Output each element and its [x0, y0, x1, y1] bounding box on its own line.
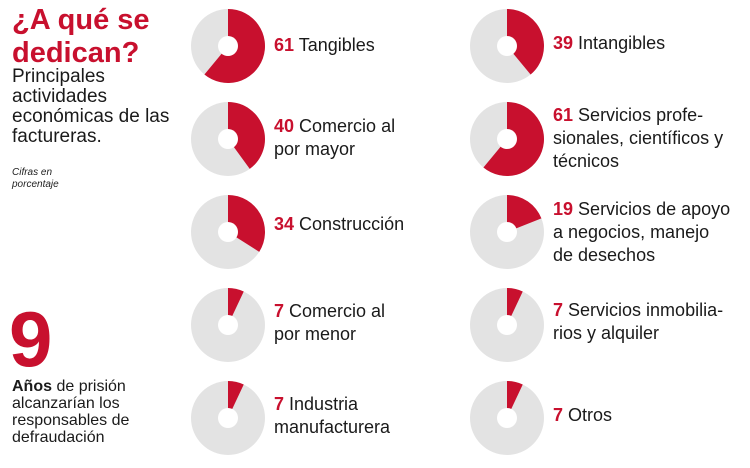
pie-category: Tangibles: [298, 35, 375, 55]
pie-chart: [191, 102, 265, 176]
pie-slice: [507, 288, 523, 325]
pie-label: 61 Servicios profe-sionales, científicos…: [553, 104, 733, 173]
pie-value: 40: [274, 116, 295, 136]
pie-value: 7: [553, 300, 564, 320]
pie-value: 7: [274, 301, 285, 321]
pie-hole: [497, 222, 517, 242]
pie-slice: [228, 381, 244, 418]
pie-label: 40 Comercio al por mayor: [274, 115, 424, 161]
pie-hole: [218, 129, 238, 149]
pie-slice: [507, 381, 523, 418]
pie-label: 7 Otros: [553, 404, 733, 427]
pie-label: 7 Industria manufacturera: [274, 393, 414, 439]
fact-number: 9: [9, 295, 53, 383]
pie-category: Servicios de apoyo a negocios, manejo de…: [553, 199, 731, 265]
pie-value: 7: [274, 394, 285, 414]
pie-category: Comercio al por menor: [274, 301, 386, 344]
pie-category: Servicios inmobilia-rios y alquiler: [553, 300, 724, 343]
pie-value: 19: [553, 199, 574, 219]
pie-slice: [507, 9, 544, 75]
pie-label: 7 Comercio al por menor: [274, 300, 404, 346]
pie-value: 39: [553, 33, 574, 53]
pie-category: Otros: [568, 405, 613, 425]
pie-hole: [218, 408, 238, 428]
pie-chart: [191, 288, 265, 362]
pie-hole: [218, 315, 238, 335]
pie-hole: [497, 315, 517, 335]
pie-slice: [228, 102, 265, 169]
pie-category: Intangibles: [578, 33, 666, 53]
pie-hole: [497, 408, 517, 428]
pie-category: Construcción: [299, 214, 405, 234]
pie-chart: [191, 9, 266, 83]
pie-chart: [470, 9, 544, 83]
pie-slice: [228, 288, 244, 325]
pie-label: 7 Servicios inmobilia-rios y alquiler: [553, 299, 733, 345]
pie-label: 19 Servicios de apoyo a negocios, manejo…: [553, 198, 733, 267]
pie-chart: [191, 195, 266, 269]
fact-text: Años de prisión alcanzarían los responsa…: [12, 378, 162, 446]
pie-hole: [497, 36, 517, 56]
pie-chart: [470, 195, 544, 269]
pie-chart: [470, 102, 545, 176]
units-note: Cifras en porcentaje: [12, 167, 59, 190]
pie-chart: [191, 381, 265, 455]
pie-category: Servicios profe-sionales, científicos y …: [553, 105, 724, 171]
pie-hole: [497, 129, 517, 149]
pie-chart: [470, 381, 544, 455]
pie-value: 61: [274, 35, 295, 55]
page-subtitle: Principales actividades económicas de la…: [12, 66, 170, 147]
pie-slice: [228, 195, 266, 252]
pie-label: 34 Construcción: [274, 213, 454, 236]
pie-value: 7: [553, 405, 564, 425]
pie-chart: [470, 288, 544, 362]
pie-category: Industria manufacturera: [274, 394, 391, 437]
fact-body: de prisión alcanzarían los responsables …: [12, 378, 130, 446]
pie-label: 61 Tangibles: [274, 34, 454, 57]
fact-strong: Años: [12, 378, 52, 395]
pie-hole: [218, 222, 238, 242]
pie-slice: [507, 195, 542, 232]
page-title: ¿A qué se dedican?: [12, 4, 150, 69]
pie-value: 61: [553, 105, 574, 125]
pie-value: 34: [274, 214, 295, 234]
pie-category: Comercio al por mayor: [274, 116, 396, 159]
pie-label: 39 Intangibles: [553, 32, 733, 55]
pie-hole: [218, 36, 238, 56]
